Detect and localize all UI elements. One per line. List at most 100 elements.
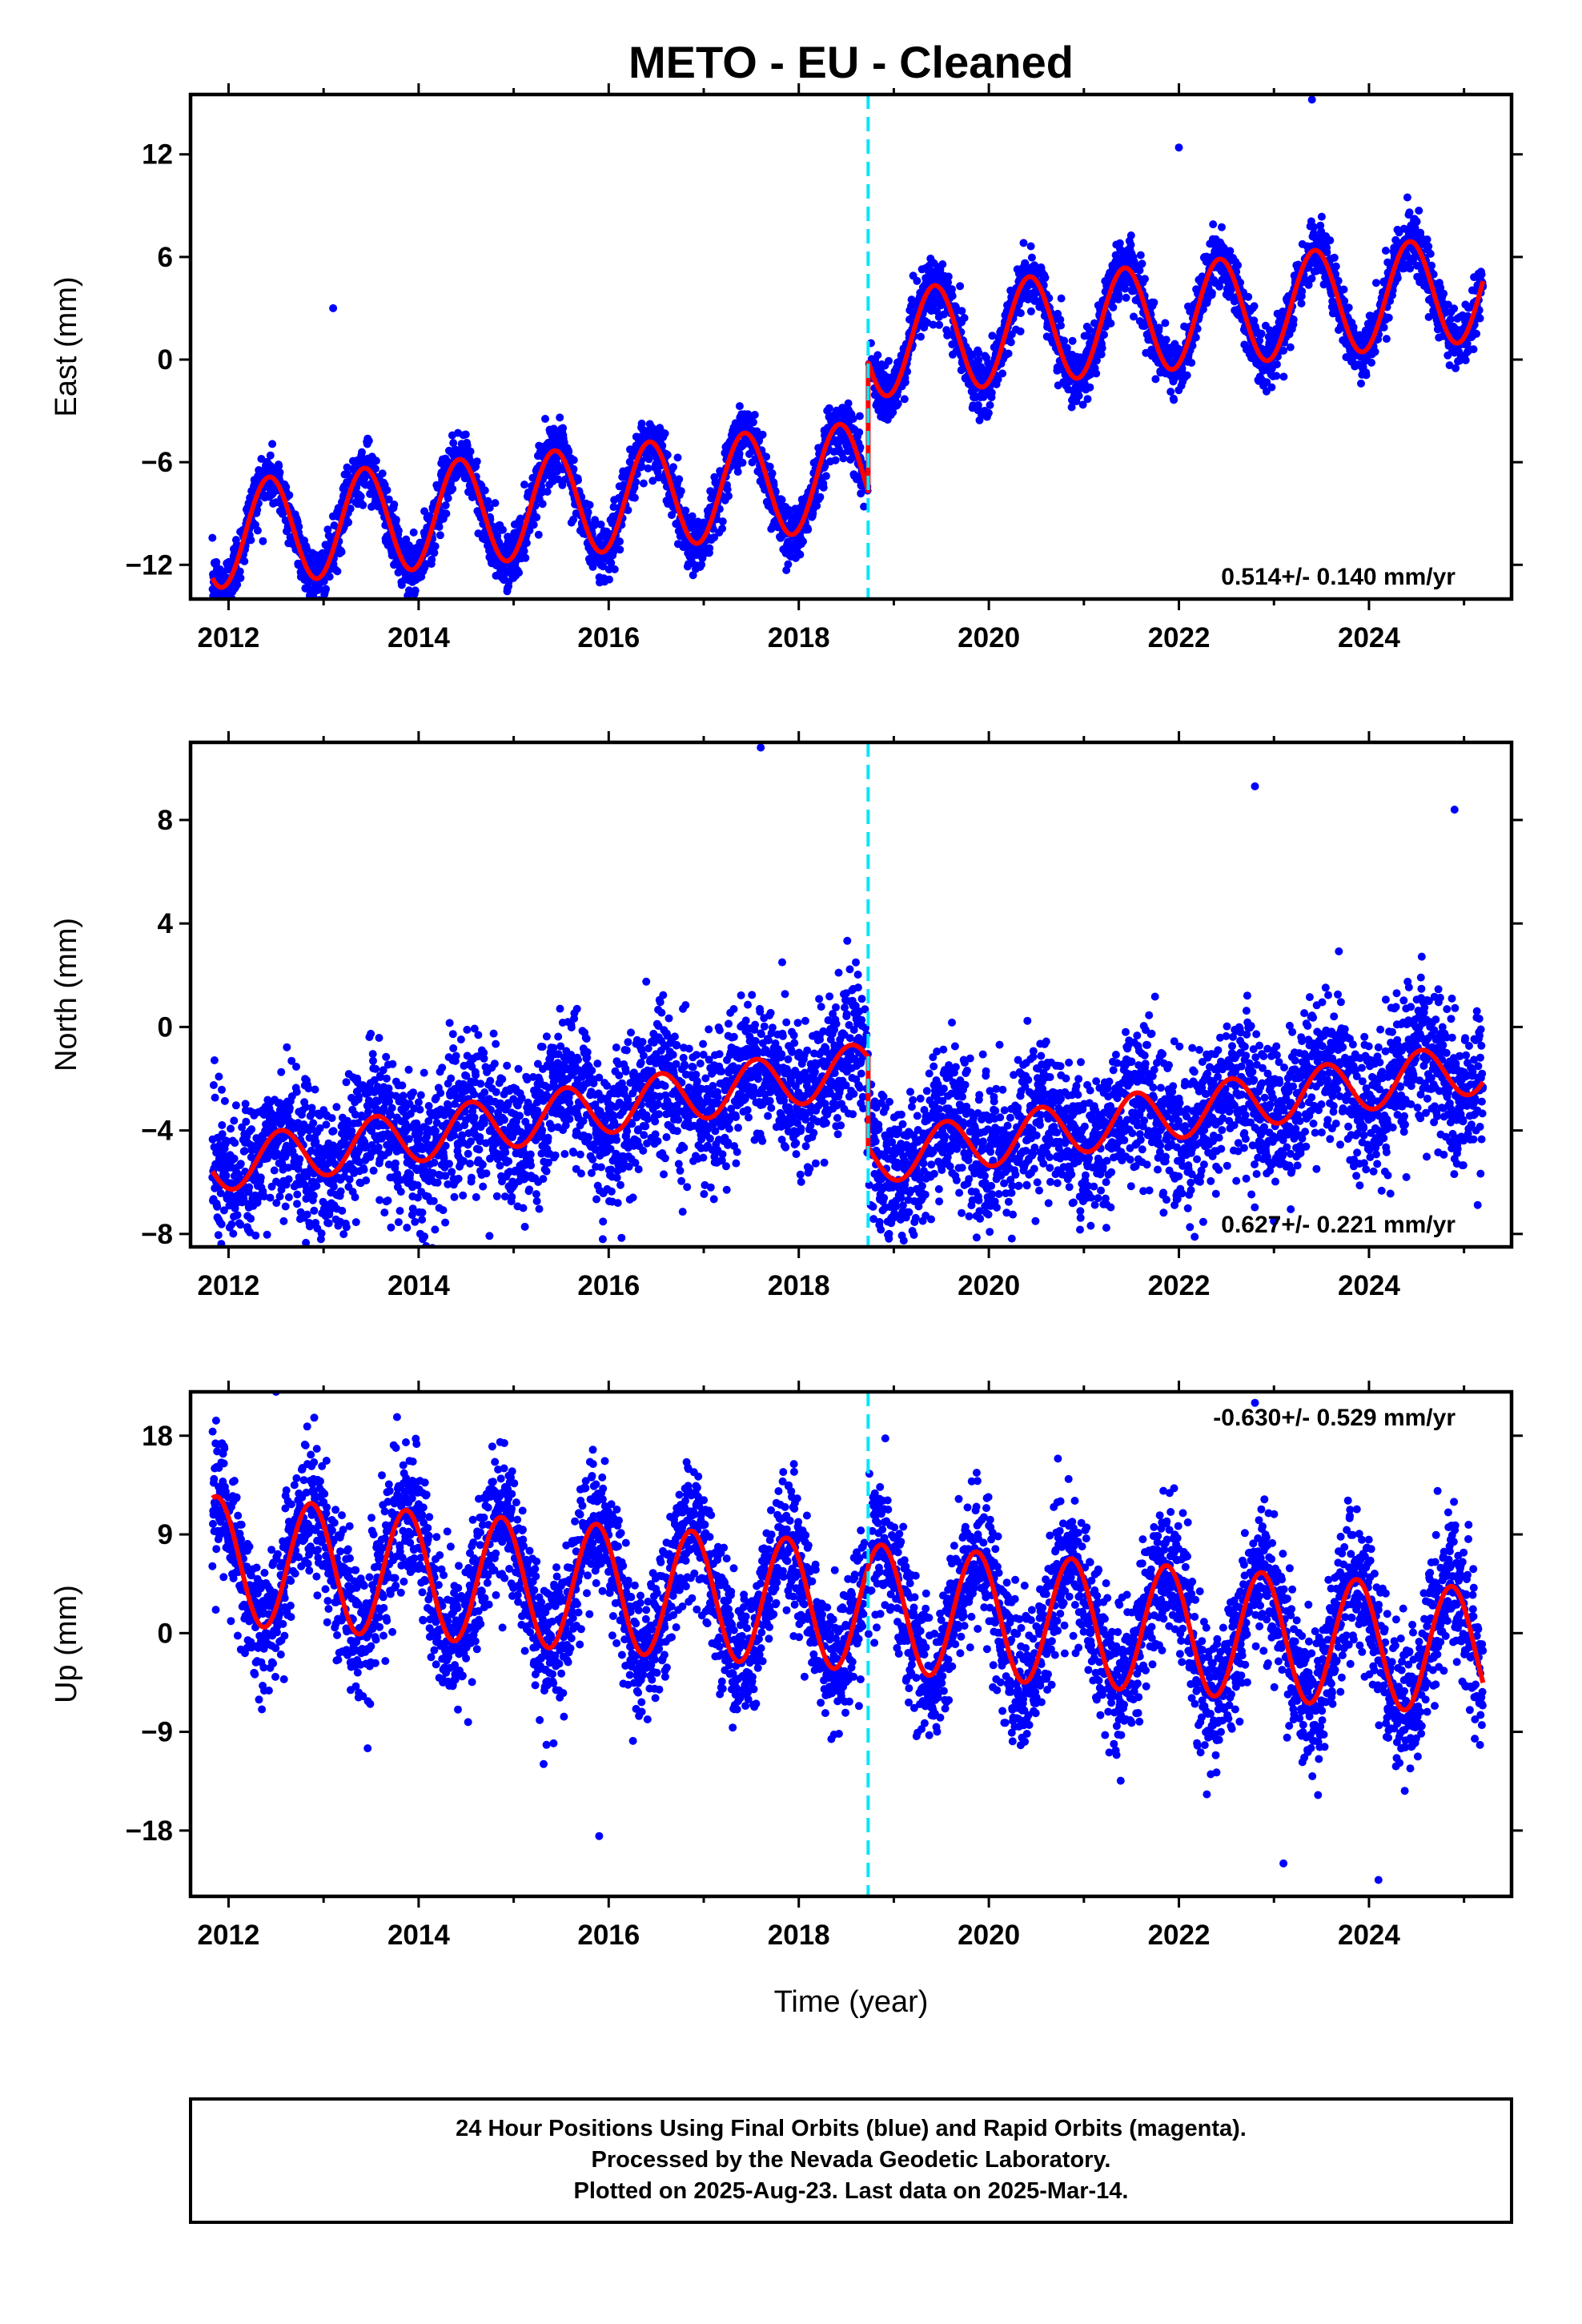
data-point (913, 276, 921, 285)
data-point (346, 505, 355, 513)
data-point (1135, 266, 1144, 275)
data-point (944, 278, 953, 287)
data-point (1344, 304, 1353, 312)
data-point (307, 607, 315, 615)
data-point (402, 535, 411, 544)
data-point (259, 537, 267, 545)
data-point (371, 464, 379, 473)
data-point (275, 462, 283, 470)
data-point (411, 586, 420, 595)
data-point (211, 1093, 219, 1102)
data-point (1446, 315, 1455, 324)
data-point (1469, 345, 1478, 354)
data-point (1405, 208, 1414, 217)
data-point (534, 530, 543, 539)
data-point (689, 571, 697, 580)
data-point (630, 493, 639, 502)
data-point (472, 457, 481, 466)
data-point (1074, 392, 1083, 400)
data-point (408, 608, 416, 616)
data-point (1215, 282, 1224, 291)
data-point (1234, 261, 1243, 270)
data-point (1450, 304, 1459, 313)
data-point (1279, 346, 1288, 355)
data-point (516, 514, 525, 523)
data-point (903, 368, 912, 376)
data-point (1027, 253, 1036, 262)
data-point (1323, 248, 1331, 257)
data-point (538, 500, 547, 509)
data-point (1026, 242, 1035, 251)
data-point (938, 260, 947, 268)
data-point (569, 456, 578, 464)
data-point (520, 547, 528, 556)
data-point (974, 356, 983, 364)
data-point (480, 486, 489, 495)
x-tick-label: 2020 (958, 622, 1020, 653)
data-point (391, 516, 400, 524)
data-point (599, 562, 608, 571)
data-point (356, 492, 365, 501)
data-point (1339, 285, 1348, 294)
data-point (209, 1081, 218, 1089)
panels-group: 2012 2014 2016 2018 2020 2022 2024−12−60612Eas… (50, 83, 1523, 1951)
data-point (1263, 378, 1271, 387)
x-tick-label: 2022 (1148, 622, 1211, 653)
data-point (1193, 324, 1202, 333)
data-point (549, 424, 558, 433)
data-point (1187, 359, 1196, 367)
data-point (648, 476, 657, 485)
data-point (1330, 253, 1339, 262)
data-point (725, 492, 733, 501)
data-point (574, 476, 582, 485)
data-point (1166, 388, 1175, 396)
data-point (857, 489, 865, 498)
data-point (639, 479, 648, 488)
data-point (358, 448, 366, 456)
y-tick-label: −6 (141, 447, 173, 478)
data-point (1371, 279, 1380, 287)
data-point (212, 557, 221, 566)
data-point (218, 1085, 226, 1094)
y-tick-label: 12 (142, 139, 173, 171)
data-point (718, 517, 727, 526)
data-point (1297, 299, 1306, 308)
data-point (749, 418, 757, 427)
data-point (616, 537, 624, 546)
data-point (1188, 341, 1197, 350)
data-point (390, 501, 399, 509)
x-tick-label: 2024 (1338, 622, 1400, 653)
data-point (431, 542, 440, 551)
data-point (319, 577, 328, 585)
data-point (1279, 372, 1288, 381)
data-point (960, 314, 969, 322)
data-point (987, 388, 996, 397)
data-point (1461, 356, 1470, 364)
data-point (1298, 287, 1307, 296)
data-point (1362, 371, 1371, 380)
data-point (1267, 383, 1276, 392)
data-point (521, 553, 530, 562)
data-point (984, 408, 993, 417)
rate-label-east: 0.514+/- 0.140 mm/yr (1221, 564, 1456, 590)
data-point (282, 483, 291, 492)
data-point (1126, 240, 1135, 249)
data-point (1412, 217, 1421, 226)
data-point (1182, 371, 1191, 380)
data-point (860, 502, 869, 511)
data-point (1016, 327, 1025, 336)
data-point (796, 550, 805, 559)
data-point (663, 451, 672, 459)
data-point (673, 453, 682, 462)
data-point (208, 533, 217, 542)
data-point (1381, 247, 1390, 255)
data-point (1092, 369, 1101, 378)
data-point (1057, 321, 1065, 330)
data-point (1060, 336, 1069, 345)
data-point (515, 569, 524, 577)
data-point (337, 548, 346, 557)
data-point (333, 567, 342, 576)
data-point (839, 454, 848, 463)
data-point (219, 1206, 228, 1215)
data-point (855, 412, 864, 420)
